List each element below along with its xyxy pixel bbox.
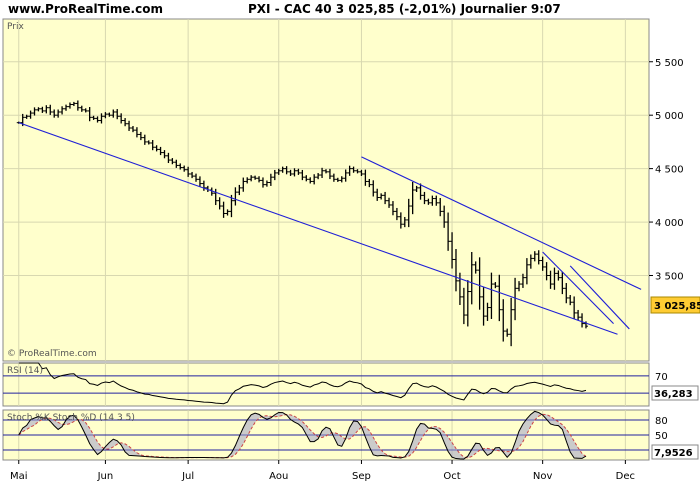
month-tick-label: Nov <box>533 471 553 482</box>
month-tick-label: Jun <box>97 471 114 482</box>
rsi-last-label: 36,283 <box>654 389 693 400</box>
price-tick-label: 4 000 <box>655 218 684 229</box>
price-panel-label: Prix <box>7 22 24 32</box>
month-tick-label: Aou <box>269 471 288 482</box>
trendline <box>18 122 618 335</box>
stoch-last-label: 7,9526 <box>654 448 693 459</box>
price-tick-label: 5 000 <box>655 111 684 122</box>
price-tick-label: 5 500 <box>655 58 684 69</box>
rsi-panel <box>2 362 650 407</box>
price-tick-label: 4 500 <box>655 165 684 176</box>
last-price-label: 3 025,85 <box>654 301 700 312</box>
stochastic-lines: 805020 <box>3 410 668 460</box>
rsi-value-box <box>651 385 699 401</box>
trendline <box>569 265 630 330</box>
trendline <box>542 251 614 324</box>
axes: 5 500 5 000 4 500 4 000 3 500 Mai Jun Jul Aou Sep… <box>10 58 684 482</box>
stoch-panel-label: Stoch %K Stoch %D (14 3 5) <box>7 413 135 423</box>
trendlines <box>18 122 642 335</box>
rsi-panel-label: RSI (14) <box>7 366 43 376</box>
price-bars <box>16 100 588 347</box>
chart-header: www.ProRealTime.com PXI - CAC 40 3 025,8… <box>0 0 700 20</box>
month-tick-label: Jul <box>181 471 194 482</box>
stoch-value-box <box>651 444 699 460</box>
stoch-k-line <box>18 410 587 460</box>
price-panel <box>2 18 650 362</box>
month-tick-label: Sep <box>352 471 371 482</box>
rsi-level-label: 70 <box>655 372 668 383</box>
site-url[interactable]: www.ProRealTime.com <box>8 2 163 16</box>
rsi-series <box>18 362 587 405</box>
instrument-info: PXI - CAC 40 3 025,85 (-2,01%) Journalie… <box>248 2 561 16</box>
stoch-level-label: 50 <box>655 431 668 442</box>
price-tick-label: 3 500 <box>655 272 684 283</box>
month-tick-label: Dec <box>616 471 635 482</box>
month-tick-label: Mai <box>10 471 28 482</box>
last-price-box <box>650 296 700 314</box>
month-tick-label: Oct <box>443 471 460 482</box>
stoch-level-label: 80 <box>655 416 668 427</box>
stoch-d-line <box>18 413 587 459</box>
watermark: © ProRealTime.com <box>7 349 97 359</box>
trendline <box>361 156 642 290</box>
